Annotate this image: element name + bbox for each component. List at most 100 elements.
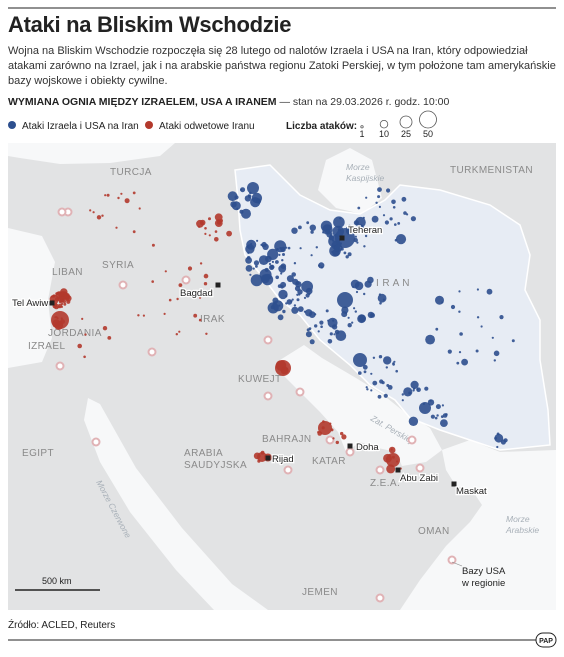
- attack-marker: [459, 332, 463, 336]
- attack-marker: [285, 246, 288, 249]
- city-marker: [215, 282, 221, 288]
- attack-marker: [394, 223, 397, 226]
- attack-marker: [81, 317, 84, 320]
- attack-marker: [424, 386, 429, 391]
- attack-marker: [262, 243, 269, 250]
- attack-marker: [334, 329, 340, 335]
- country-label: OMAN: [418, 526, 450, 537]
- sea-label: Kaspijskie: [346, 173, 385, 183]
- attack-marker: [486, 288, 493, 295]
- attack-marker: [314, 324, 318, 328]
- attack-marker: [499, 315, 504, 320]
- attack-marker: [382, 214, 386, 217]
- attack-marker: [193, 313, 198, 318]
- attack-marker: [137, 314, 140, 317]
- attack-marker: [345, 255, 349, 259]
- attack-marker: [61, 300, 64, 303]
- section-header: WYMIANA OGNIA MIĘDZY IZRAELEM, USA A IRA…: [8, 96, 449, 108]
- country-label: EGIPT: [22, 448, 54, 459]
- attack-marker: [306, 221, 310, 225]
- attack-marker: [277, 284, 282, 288]
- attack-marker: [355, 290, 359, 294]
- attack-marker: [124, 198, 130, 204]
- attack-marker: [343, 251, 347, 255]
- attack-marker: [475, 349, 479, 353]
- attack-marker: [117, 196, 120, 200]
- attack-marker: [278, 253, 281, 256]
- attack-marker: [53, 303, 60, 310]
- city-labels: Teheran Bagdad Tel Awiw Rijad Doha Abu Zabi Ma…: [11, 224, 488, 499]
- logo-badge: [535, 632, 557, 648]
- attack-marker: [379, 302, 382, 305]
- attack-marker: [291, 298, 294, 301]
- attack-marker: [332, 319, 335, 322]
- us-base: [55, 361, 65, 371]
- attack-marker: [175, 333, 178, 336]
- attack-marker: [383, 356, 392, 365]
- attack-marker: [208, 234, 211, 237]
- attack-marker: [365, 386, 368, 389]
- attack-marker: [391, 199, 396, 205]
- attack-marker: [277, 314, 284, 321]
- scale-label: 500 km: [42, 576, 72, 586]
- attack-marker: [132, 191, 136, 195]
- attack-marker: [296, 298, 300, 302]
- attack-marker: [351, 321, 354, 324]
- attack-marker: [458, 290, 461, 293]
- attack-marker: [347, 316, 350, 319]
- attack-marker: [245, 265, 253, 272]
- attack-marker: [390, 448, 393, 451]
- attack-marker: [250, 274, 263, 287]
- attack-marker: [247, 245, 250, 248]
- annotation: Bazy USA: [462, 566, 506, 577]
- attack-marker: [447, 349, 452, 354]
- attack-marker: [329, 332, 333, 336]
- logo: PAP: [539, 638, 553, 645]
- attack-marker: [331, 250, 334, 254]
- size-legend-circle: [379, 120, 389, 129]
- attack-marker: [340, 431, 344, 436]
- attack-marker: [115, 226, 118, 229]
- attack-marker: [378, 355, 383, 359]
- size-legend-circle: [419, 110, 437, 129]
- legend-label: Ataki Izraela i USA na Iran: [22, 121, 139, 132]
- attack-marker: [187, 266, 193, 271]
- attack-marker: [203, 273, 209, 279]
- country-label: SAUDYJSKA: [184, 460, 247, 471]
- us-base: [447, 555, 457, 565]
- attack-marker: [395, 369, 399, 373]
- attack-marker: [392, 362, 395, 365]
- attack-marker: [286, 275, 294, 283]
- attack-marker: [199, 262, 203, 265]
- iran-territory: [234, 164, 551, 451]
- attack-marker: [401, 399, 404, 402]
- us-base: [415, 463, 425, 473]
- attack-marker: [77, 343, 82, 349]
- attack-marker: [315, 246, 318, 249]
- attack-marker: [392, 206, 396, 209]
- attack-marker: [89, 209, 92, 212]
- attack-marker: [291, 227, 298, 234]
- attack-marker: [291, 272, 297, 277]
- attack-marker: [276, 248, 279, 251]
- attack-marker: [214, 213, 223, 222]
- attack-marker: [199, 296, 202, 299]
- attack-marker: [357, 206, 361, 210]
- attack-marker: [480, 325, 483, 328]
- attack-marker: [280, 246, 286, 253]
- attack-marker: [138, 207, 141, 210]
- attack-marker: [278, 304, 281, 307]
- attack-marker: [386, 453, 400, 467]
- attack-marker: [377, 195, 381, 199]
- attack-marker: [246, 255, 251, 260]
- country-label: IRAK: [200, 314, 225, 325]
- arabian-sea: [400, 440, 556, 610]
- size-legend-label: 1: [359, 129, 364, 139]
- attack-marker: [214, 237, 219, 242]
- attack-marker: [305, 331, 312, 338]
- attack-marker: [310, 230, 314, 234]
- attack-marker: [151, 280, 154, 283]
- attack-marker: [247, 182, 259, 194]
